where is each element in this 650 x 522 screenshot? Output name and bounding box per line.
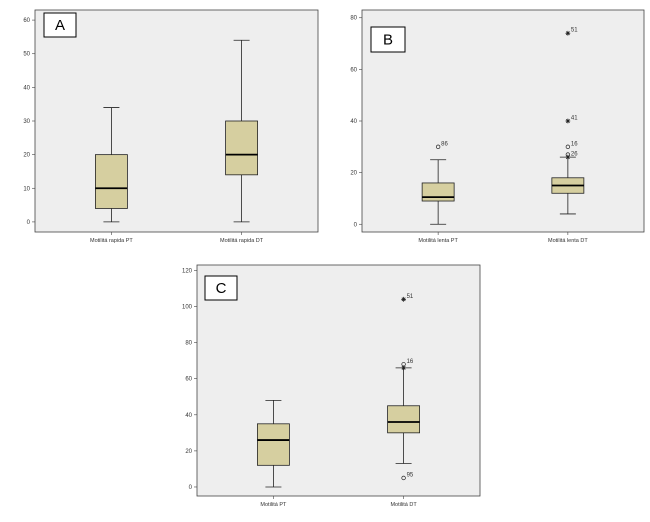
x-category-label: Motilitá lenta PT [418, 238, 458, 244]
box-2 [225, 39, 258, 223]
iqr-box [257, 423, 290, 466]
iqr-box [225, 120, 258, 176]
y-tick-label: 80 [350, 16, 357, 22]
x-category-label: Motilitá DT [390, 502, 417, 508]
panel-label: B [383, 32, 393, 49]
panel-label-box [43, 12, 77, 38]
outlier-star [401, 365, 406, 371]
y-tick-label: 20 [350, 171, 357, 177]
outlier-label: 51 [407, 294, 414, 300]
chart-panel-c: 0 20 40 60 80 100 120 Motilitá PT Motilitá DT 51 1… [182, 264, 481, 508]
box-1 [257, 399, 290, 488]
box-1 [95, 107, 128, 223]
y-tick-label: 80 [185, 341, 192, 347]
y-tick-label: 50 [23, 52, 30, 58]
outlier-circle [435, 144, 441, 149]
x-category-label: Motilitá PT [260, 502, 287, 508]
y-tick-label: 0 [189, 485, 193, 491]
y-tick-label: 60 [350, 67, 357, 73]
outlier-label: 26 [571, 152, 578, 158]
panel-label-box [370, 26, 406, 53]
y-tick-label: 20 [185, 449, 192, 455]
iqr-box [387, 405, 420, 434]
y-tick-label: 40 [350, 119, 357, 125]
x-category-label: Motilitá rapida PT [90, 238, 133, 244]
plot-area [34, 9, 319, 233]
y-tick-label: 100 [182, 305, 193, 311]
outlier-star [565, 118, 571, 124]
y-tick-label: 10 [23, 186, 30, 192]
plot-area [361, 9, 645, 233]
x-category-label: Motilitá lenta DT [548, 238, 588, 244]
iqr-box [421, 182, 455, 202]
outlier-star [565, 154, 571, 160]
outlier-label: 95 [407, 472, 414, 478]
panel-label: C [216, 280, 227, 297]
y-tick-label: 60 [23, 18, 30, 24]
y-tick-label: 40 [23, 85, 30, 91]
box-2: 51 16 95 [387, 294, 420, 481]
panel-label-box [204, 275, 238, 301]
y-tick-label: 20 [23, 153, 30, 159]
y-tick-label: 0 [354, 222, 358, 228]
chart-panel-b: 0 20 40 60 80 Motilitá lenta PT Motilitá lenta… [350, 9, 645, 244]
y-tick-label: 60 [185, 377, 192, 383]
outlier-label: 16 [571, 141, 578, 147]
outlier-label: 16 [407, 359, 414, 365]
outlier-label: 51 [571, 28, 578, 34]
outlier-circle [401, 475, 406, 481]
x-category-label: Motilitá rapida DT [220, 238, 264, 244]
outlier-label: 41 [571, 116, 578, 122]
outlier-star [565, 30, 571, 36]
y-tick-label: 40 [185, 413, 192, 419]
y-tick-label: 120 [182, 268, 193, 274]
y-tick-label: 30 [23, 119, 30, 125]
panel-label: A [55, 17, 65, 34]
outlier-circle [565, 144, 571, 149]
iqr-box [95, 154, 128, 209]
box-2: 51 41 16 26 [551, 28, 585, 215]
y-tick-label: 0 [27, 220, 31, 226]
plot-area [196, 264, 481, 497]
outlier-label: 86 [441, 141, 448, 147]
box-1: 86 [421, 141, 455, 225]
outlier-star [401, 296, 406, 302]
chart-panel-a: 0 10 20 30 40 50 60 Motilitá rapida PT Motilitá … [23, 9, 319, 244]
